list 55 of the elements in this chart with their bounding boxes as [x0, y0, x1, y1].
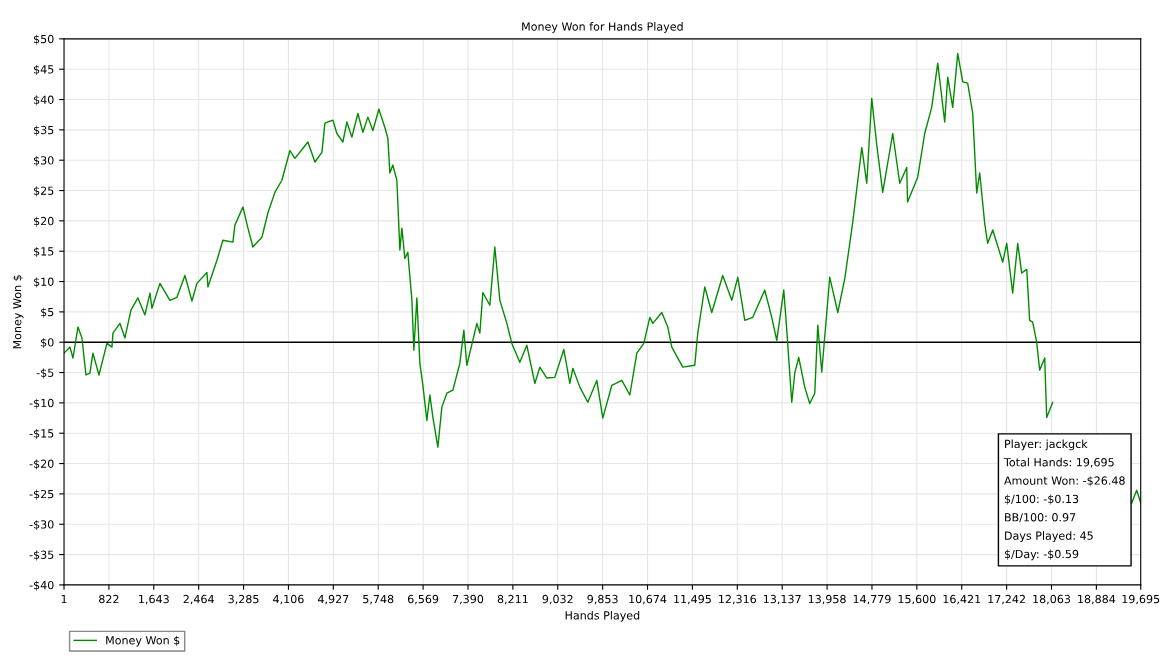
- annotation: Player: jackgck: [1005, 439, 1088, 451]
- y-tick-label: -$15: [29, 429, 54, 440]
- y-tick-label: $5: [41, 307, 54, 318]
- annotation: BB/100: 0.97: [1005, 513, 1076, 523]
- y-tick-label: $25: [34, 186, 54, 197]
- x-tick-label: 822: [99, 594, 119, 604]
- x-tick-label: 7,390: [452, 594, 484, 605]
- x-tick-label: 1,643: [139, 594, 169, 605]
- y-tick-label: $30: [34, 155, 54, 167]
- y-axis-title: Money Won $: [12, 275, 24, 349]
- chart-title: Money Won for Hands Played: [522, 22, 683, 33]
- x-tick-label: 18,884: [1078, 594, 1116, 605]
- x-tick-label: 17,242: [988, 594, 1025, 605]
- x-tick-label: 16,421: [943, 594, 981, 605]
- x-tick-label: 9,032: [542, 594, 573, 605]
- annotation: Days Played: 45: [1005, 531, 1093, 542]
- x-tick-label: 2,464: [183, 594, 214, 605]
- legend-label: Money Won $: [106, 635, 180, 647]
- y-tick-label: $45: [34, 64, 54, 76]
- x-tick-label: 13,958: [808, 594, 846, 605]
- x-tick-label: 19,695: [1122, 594, 1160, 605]
- y-tick-label: $0: [41, 338, 54, 349]
- y-tick-label: -$25: [29, 489, 54, 500]
- x-tick-label: 1: [61, 594, 67, 604]
- annotation: Amount Won: -$26.48: [1004, 476, 1125, 487]
- x-tick-label: 10,674: [629, 594, 667, 605]
- y-tick-label: $50: [34, 34, 54, 45]
- x-tick-label: 4,106: [273, 594, 304, 605]
- y-tick-label: $40: [34, 95, 54, 106]
- x-tick-label: 12,316: [719, 594, 757, 605]
- x-tick-label: 6,569: [407, 594, 439, 605]
- x-tick-label: 11,495: [674, 594, 711, 605]
- y-tick-label: -$20: [29, 459, 54, 470]
- y-tick-label: $10: [34, 277, 54, 288]
- x-tick-label: 3,285: [228, 594, 259, 605]
- x-tick-label: 8,211: [497, 594, 528, 605]
- x-tick-label: 4,927: [317, 594, 349, 605]
- x-tick-label: 15,600: [898, 594, 936, 605]
- x-tick-label: 9,853: [587, 594, 618, 605]
- y-tick-label: -$40: [29, 580, 54, 591]
- y-tick-label: -$5: [36, 368, 54, 379]
- y-tick-label: -$30: [29, 520, 54, 531]
- x-axis-title: Hands Played: [565, 610, 640, 622]
- x-tick-label: 14,779: [853, 594, 891, 605]
- annotation: $/Day: -$0.59: [1004, 549, 1079, 561]
- y-tick-label: $20: [34, 216, 54, 227]
- y-tick-label: -$35: [29, 550, 54, 561]
- annotation: Total Hands: 19,695: [1003, 457, 1114, 468]
- y-tick-label: $15: [34, 246, 54, 258]
- x-tick-label: 18,063: [1033, 594, 1071, 605]
- x-tick-label: 5,748: [363, 594, 394, 605]
- y-tick-label: $35: [34, 125, 54, 136]
- x-tick-label: 13,137: [763, 594, 801, 605]
- annotation: $/100: -$0.13: [1004, 494, 1079, 505]
- y-tick-label: -$10: [29, 398, 54, 409]
